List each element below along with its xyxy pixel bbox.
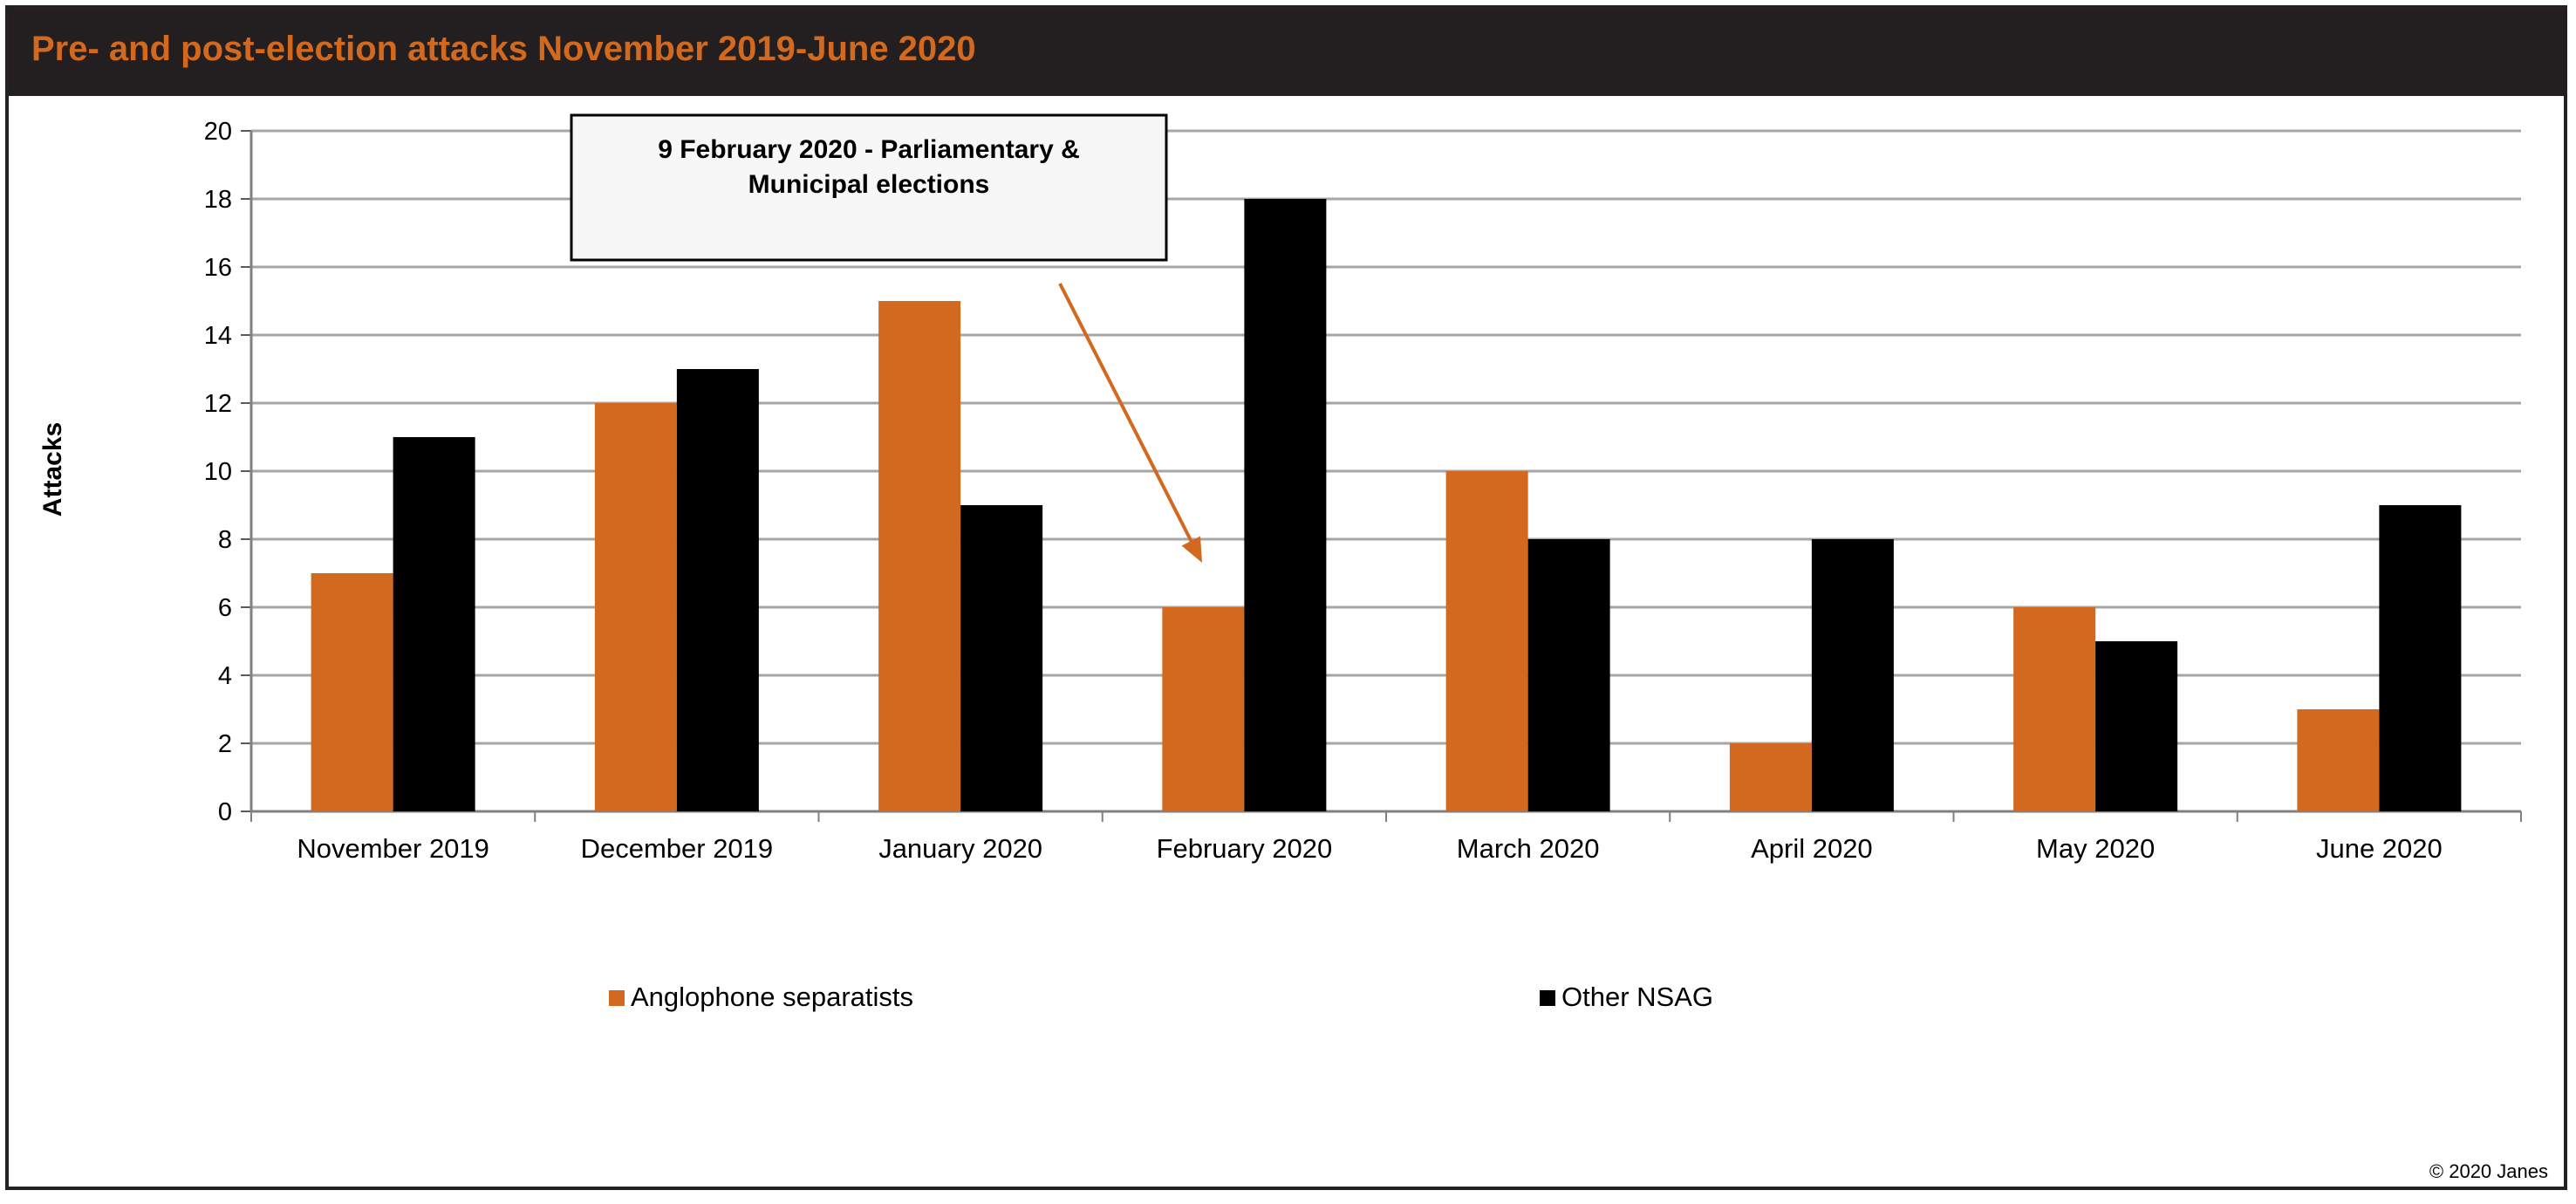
bar-other-nsag xyxy=(393,437,475,811)
y-tick-label: 4 xyxy=(218,662,232,690)
y-tick-label: 20 xyxy=(204,118,232,146)
bar-anglophone-separatists xyxy=(2297,709,2380,811)
bar-other-nsag xyxy=(1811,539,1894,811)
copyright: © 2020 Janes xyxy=(2429,1160,2548,1182)
y-tick-label: 6 xyxy=(218,594,232,622)
chart-title: Pre- and post-election attacks November … xyxy=(31,30,976,68)
x-tick-label: May 2020 xyxy=(2036,833,2155,864)
bar-other-nsag xyxy=(676,369,759,811)
bar-anglophone-separatists xyxy=(1729,743,1812,811)
bar-other-nsag xyxy=(1527,539,1610,811)
x-tick-label: April 2020 xyxy=(1751,833,1873,864)
y-tick-label: 18 xyxy=(204,186,232,214)
legend-swatch xyxy=(1540,990,1555,1006)
x-tick-label: December 2019 xyxy=(581,833,774,864)
x-tick-label: November 2019 xyxy=(297,833,489,864)
legend-label: Anglophone separatists xyxy=(631,982,913,1012)
x-tick-label: January 2020 xyxy=(878,833,1042,864)
y-tick-label: 10 xyxy=(204,458,232,486)
y-tick-label: 12 xyxy=(204,390,232,418)
bar-other-nsag xyxy=(2379,505,2462,811)
annotation-text: Municipal elections xyxy=(748,170,990,199)
y-tick-label: 0 xyxy=(218,798,232,826)
y-axis-label: Attacks xyxy=(38,422,67,516)
bar-anglophone-separatists xyxy=(2013,607,2096,811)
bar-anglophone-separatists xyxy=(594,403,677,811)
bar-other-nsag xyxy=(2095,641,2178,811)
bar-anglophone-separatists xyxy=(1162,607,1245,811)
bar-anglophone-separatists xyxy=(878,301,961,811)
y-tick-label: 2 xyxy=(218,730,232,758)
legend-label: Other NSAG xyxy=(1561,982,1713,1012)
bar-anglophone-separatists xyxy=(1445,471,1528,811)
annotation-arrowhead xyxy=(1181,536,1202,563)
x-tick-label: February 2020 xyxy=(1157,833,1333,864)
x-tick-label: March 2020 xyxy=(1457,833,1600,864)
y-tick-label: 14 xyxy=(204,322,232,350)
annotation-arrow xyxy=(1058,283,1197,550)
y-tick-label: 8 xyxy=(218,526,232,554)
bar-anglophone-separatists xyxy=(311,573,393,811)
bar-other-nsag xyxy=(960,505,1043,811)
y-tick-label: 16 xyxy=(204,254,232,282)
title-bar: Pre- and post-election attacks November … xyxy=(9,9,2567,96)
legend-swatch xyxy=(609,990,625,1006)
annotation-text: 9 February 2020 - Parliamentary & xyxy=(658,135,1080,164)
x-tick-label: June 2020 xyxy=(2316,833,2443,864)
bar-other-nsag xyxy=(1244,199,1327,811)
annotation-box xyxy=(570,113,1168,262)
